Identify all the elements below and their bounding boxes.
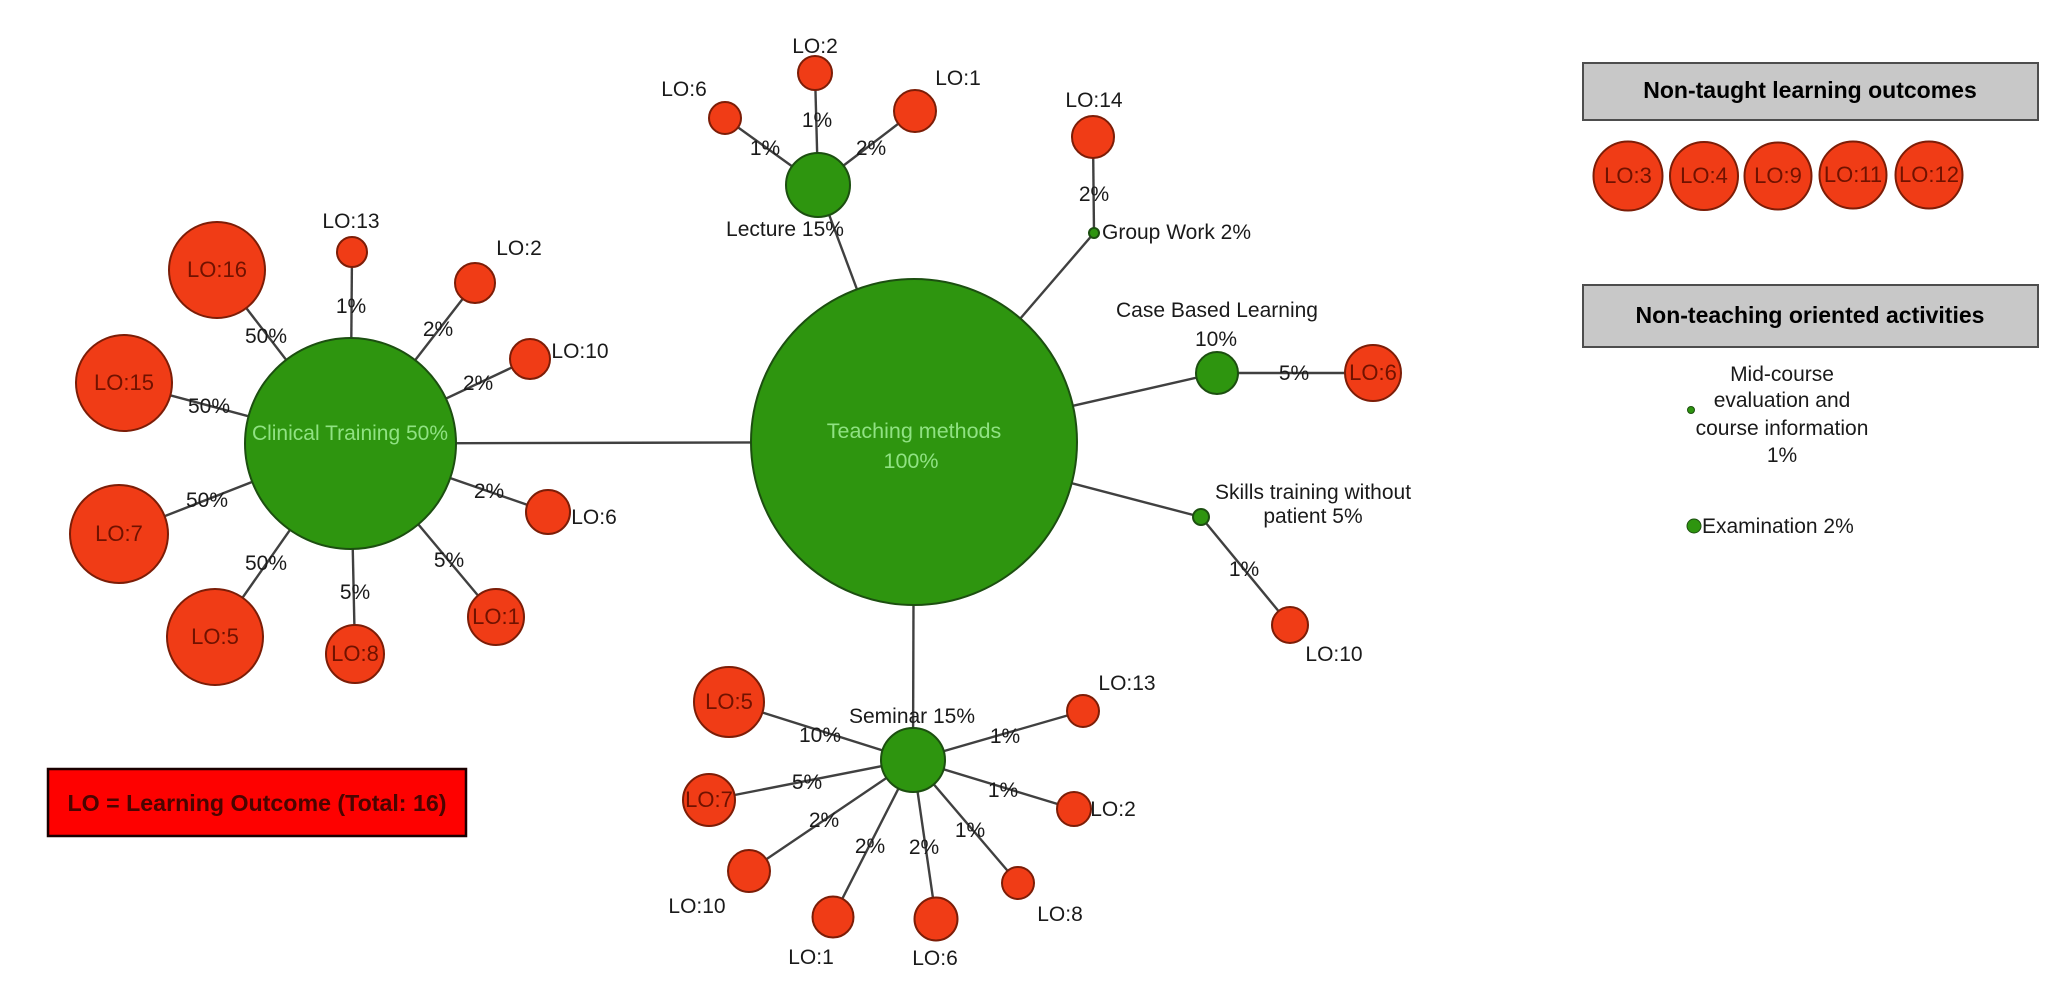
svg-text:LO:13: LO:13 [322, 210, 379, 233]
svg-text:LO:6: LO:6 [1349, 360, 1397, 385]
svg-text:LO:10: LO:10 [1305, 643, 1362, 666]
svg-text:LO:9: LO:9 [1754, 163, 1802, 188]
svg-text:LO:5: LO:5 [705, 689, 753, 714]
svg-text:LO:2: LO:2 [496, 237, 542, 260]
svg-text:1%: 1% [750, 137, 780, 160]
svg-text:1%: 1% [990, 725, 1020, 748]
svg-text:1%: 1% [336, 295, 366, 318]
svg-text:LO:7: LO:7 [95, 521, 143, 546]
svg-text:2%: 2% [809, 809, 839, 832]
svg-text:LO:15: LO:15 [94, 370, 154, 395]
svg-text:1%: 1% [1229, 558, 1259, 581]
svg-text:1%: 1% [988, 779, 1018, 802]
svg-text:LO:11: LO:11 [1824, 162, 1882, 187]
svg-text:2%: 2% [423, 318, 453, 341]
svg-text:LO:6: LO:6 [912, 947, 958, 970]
svg-text:Examination 2%: Examination 2% [1702, 515, 1854, 538]
svg-text:Skills training without: Skills training without [1215, 481, 1411, 504]
svg-text:2%: 2% [855, 835, 885, 858]
svg-text:Non-teaching oriented activiti: Non-teaching oriented activities [1636, 302, 1985, 328]
svg-text:50%: 50% [188, 395, 230, 418]
svg-text:50%: 50% [245, 552, 287, 575]
svg-text:1%: 1% [955, 819, 985, 842]
svg-text:LO:8: LO:8 [1037, 903, 1083, 926]
svg-text:Seminar 15%: Seminar 15% [849, 705, 975, 728]
svg-text:LO:14: LO:14 [1065, 89, 1123, 112]
svg-text:Group Work 2%: Group Work 2% [1102, 221, 1251, 244]
svg-text:50%: 50% [245, 325, 287, 348]
svg-text:5%: 5% [1279, 362, 1309, 385]
svg-text:2%: 2% [463, 372, 493, 395]
svg-text:LO:10: LO:10 [551, 340, 608, 363]
svg-text:5%: 5% [434, 549, 464, 572]
svg-text:LO:1: LO:1 [472, 604, 520, 629]
svg-text:LO:4: LO:4 [1680, 163, 1728, 188]
svg-text:2%: 2% [909, 836, 939, 859]
svg-text:evaluation and: evaluation and [1714, 389, 1851, 412]
svg-text:10%: 10% [1195, 328, 1237, 351]
svg-text:Teaching methods: Teaching methods [827, 419, 1002, 443]
svg-text:5%: 5% [792, 771, 822, 794]
svg-text:2%: 2% [1079, 183, 1109, 206]
svg-text:10%: 10% [799, 724, 841, 747]
svg-text:LO:2: LO:2 [1090, 798, 1136, 821]
svg-text:LO:1: LO:1 [788, 946, 834, 969]
svg-text:course information: course information [1696, 417, 1869, 440]
svg-text:Clinical Training 50%: Clinical Training 50% [252, 422, 448, 445]
svg-text:Lecture 15%: Lecture 15% [726, 218, 844, 241]
svg-text:LO:6: LO:6 [571, 506, 617, 529]
svg-text:Mid-course: Mid-course [1730, 363, 1834, 386]
svg-text:5%: 5% [340, 581, 370, 604]
svg-text:LO:5: LO:5 [191, 624, 239, 649]
svg-text:LO:1: LO:1 [935, 67, 981, 90]
svg-text:LO:16: LO:16 [187, 257, 247, 282]
svg-text:100%: 100% [884, 449, 939, 473]
svg-text:LO:7: LO:7 [685, 787, 733, 812]
svg-text:50%: 50% [186, 489, 228, 512]
svg-text:LO = Learning Outcome (Total:: LO = Learning Outcome (Total: 16) [68, 790, 447, 816]
svg-text:Case Based Learning: Case Based Learning [1116, 299, 1318, 322]
svg-text:LO:2: LO:2 [792, 35, 838, 58]
svg-text:LO:6: LO:6 [661, 78, 707, 101]
svg-text:LO:8: LO:8 [331, 641, 379, 666]
svg-text:LO:12: LO:12 [1899, 162, 1959, 187]
svg-text:2%: 2% [856, 137, 886, 160]
svg-text:LO:13: LO:13 [1098, 672, 1155, 695]
svg-text:1%: 1% [1767, 444, 1797, 467]
svg-text:LO:10: LO:10 [668, 895, 725, 918]
svg-text:2%: 2% [474, 480, 504, 503]
svg-text:patient 5%: patient 5% [1263, 505, 1362, 528]
svg-text:Non-taught learning outcomes: Non-taught learning outcomes [1643, 77, 1977, 103]
svg-text:1%: 1% [802, 109, 832, 132]
svg-text:LO:3: LO:3 [1604, 163, 1652, 188]
